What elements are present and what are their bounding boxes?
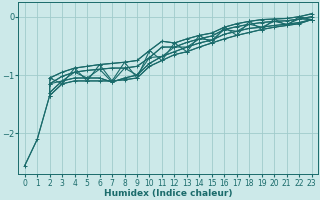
X-axis label: Humidex (Indice chaleur): Humidex (Indice chaleur) — [104, 189, 232, 198]
